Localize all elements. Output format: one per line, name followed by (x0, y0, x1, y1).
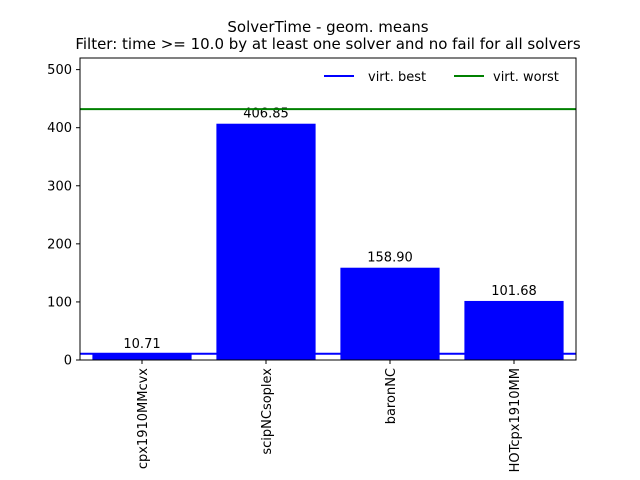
chart-title: SolverTime - geom. means (227, 18, 428, 36)
bar-HOTcpx1910MM (464, 300, 564, 360)
x-tick-label-cpx1910MMcvx: cpx1910MMcvx (136, 368, 151, 469)
x-tick-label-scipNCsoplex: scipNCsoplex (260, 368, 275, 455)
bar-value-label-cpx1910MMcvx: 10.71 (123, 337, 160, 352)
y-axis: 0 100 200 300 400 500 (47, 63, 80, 369)
bars-group: 10.71 406.85 158.90 101.68 (92, 107, 564, 360)
legend-label-virt-best: virt. best (368, 70, 426, 85)
x-axis: cpx1910MMcvx scipNCsoplex baronNC HOTcpx191… (136, 360, 523, 472)
x-tick-label-baronNC: baronNC (384, 368, 399, 424)
y-tick-label: 0 (64, 354, 72, 369)
bar-cpx1910MMcvx (92, 353, 192, 360)
bar-value-label-scipNCsoplex: 406.85 (243, 107, 289, 122)
chart-subtitle: Filter: time >= 10.0 by at least one sol… (75, 35, 581, 53)
y-tick-label: 200 (47, 237, 72, 252)
x-tick-label-HOTcpx1910MM: HOTcpx1910MM (508, 368, 523, 472)
y-tick-label: 400 (47, 121, 72, 136)
bar-value-label-HOTcpx1910MM: 101.68 (491, 284, 537, 299)
bar-value-label-baronNC: 158.90 (367, 251, 413, 266)
legend-label-virt-worst: virt. worst (493, 70, 559, 85)
reference-lines-group (80, 108, 576, 355)
plot-frame (79, 57, 577, 361)
legend: virt. best virt. worst (324, 70, 559, 85)
y-tick-label: 300 (47, 179, 72, 194)
bar-baronNC (340, 267, 440, 360)
y-tick-label: 500 (47, 63, 72, 78)
y-tick-label: 100 (47, 295, 72, 310)
bar-scipNCsoplex (216, 123, 316, 360)
